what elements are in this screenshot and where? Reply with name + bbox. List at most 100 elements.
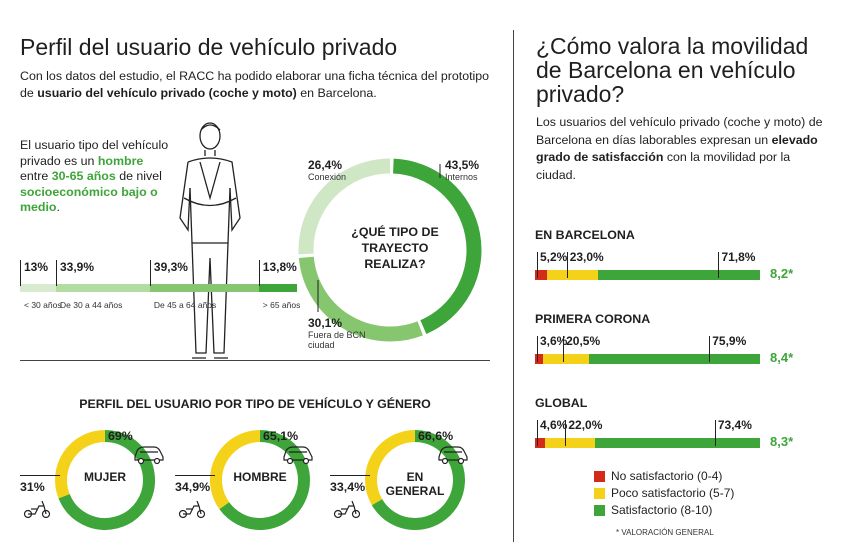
age-label: > 65 años [262, 300, 301, 310]
moto-pct: 31% [20, 480, 45, 494]
gender-donuts: MUJER 69% 31% HOMBRE 65,1% 34,9% EN GENERAL 66,… [20, 425, 500, 535]
car-slice [371, 430, 465, 530]
bar-score: 8,4* [770, 350, 794, 365]
legend-item: No satisfactorio (0-4) [594, 469, 734, 483]
bar-yellow [543, 354, 590, 364]
footnote: * VALORACIÓN GENERAL [616, 528, 714, 537]
bar-pct: 23,0% [569, 250, 604, 264]
leader-line [175, 475, 215, 476]
leader-line [330, 475, 370, 476]
bar-title: GLOBAL [535, 396, 588, 410]
legend: No satisfactorio (0-4) Poco satisfactori… [594, 469, 734, 517]
moto-slice [365, 430, 416, 506]
age-label: De 30 a 44 años [60, 300, 123, 310]
left-intro: Con los datos del estudio, el RACC ha po… [20, 69, 490, 100]
age-bar: 13% < 30 años 33,9% De 30 a 44 años 39,3% De … [20, 260, 300, 330]
bar-green [589, 354, 760, 364]
age-segment [258, 284, 297, 292]
right-title: ¿Cómo valora la movilidad de Barcelona e… [536, 33, 809, 107]
profile-text: El usuario tipo del vehículo privado es … [20, 138, 169, 214]
car-icon [281, 443, 315, 470]
age-label: < 30 años [24, 300, 62, 310]
bar-yellow [546, 270, 599, 280]
car-icon [132, 443, 166, 470]
moto-slice [210, 430, 261, 510]
gender-item: HOMBRE 65,1% 34,9% [175, 425, 330, 535]
bar-pct: 20,5% [566, 334, 601, 348]
bar-red [535, 438, 546, 448]
gender-label: MUJER [83, 470, 126, 484]
gender-item: MUJER 69% 31% [20, 425, 175, 535]
leader-line [20, 475, 60, 476]
bar-pct: 73,4% [717, 418, 752, 432]
gender-item: EN GENERAL 66,6% 33,4% [330, 425, 485, 535]
donut-label-fuera: 30,1% Fuera de BCN ciudad [308, 316, 366, 350]
red-swatch [594, 470, 605, 482]
bar-green [594, 438, 760, 448]
bar-red [535, 354, 544, 364]
age-label: De 45 a 64 años [153, 300, 217, 310]
bar-tick [537, 252, 538, 278]
gender-label: HOMBRE [233, 470, 287, 484]
donut-slice [298, 256, 423, 342]
age-pct: 33,9% [60, 260, 95, 274]
bar-tick [566, 252, 568, 278]
moto-pct: 34,9% [175, 480, 211, 494]
bar-tick [537, 420, 538, 446]
bar-yellow [545, 438, 595, 448]
person-illustration [179, 122, 241, 359]
bar-red [535, 270, 547, 280]
bar-pct: 4,6% [540, 418, 568, 432]
bar-tick [718, 252, 720, 278]
donut-slice [298, 158, 391, 255]
car-slice [219, 430, 310, 530]
car-slice [58, 430, 155, 530]
bar-title: PRIMERA CORONA [535, 312, 651, 326]
donut-label-internos: 43,5% Internos [445, 158, 480, 182]
age-segment [20, 284, 56, 292]
legend-item: Satisfactorio (8-10) [594, 503, 734, 517]
donut-slice [392, 158, 482, 334]
left-title: Perfil del usuario de vehículo privado [20, 34, 398, 60]
age-pct: 39,3% [153, 260, 188, 274]
donut-label-conexion: 26,4% Conexión [308, 158, 347, 182]
bar-pct: 3,6% [540, 334, 568, 348]
section-divider [20, 360, 490, 361]
yellow-swatch [594, 487, 605, 499]
bar-tick [563, 336, 565, 362]
right-intro: Los usuarios del vehículo privado (coche… [536, 115, 823, 182]
bar-pct: 22,0% [568, 418, 603, 432]
age-segment [56, 284, 150, 292]
scooter-icon [22, 497, 52, 524]
car-icon [436, 443, 470, 470]
car-pct: 65,1% [263, 429, 299, 443]
age-tick [20, 260, 21, 286]
bar-score: 8,2* [770, 266, 794, 281]
bar-title: EN BARCELONA [535, 228, 635, 242]
bar-pct: 71,8% [721, 250, 756, 264]
gender-donut [210, 430, 310, 530]
bar-pct: 75,9% [712, 334, 747, 348]
satisfaction-bars: EN BARCELONA 5,2% 23,0% 71,8% 8,2* PRIMERA CO… [535, 228, 830, 458]
moto-pct: 33,4% [330, 480, 366, 494]
moto-slice [55, 430, 106, 499]
gender-title: PERFIL DEL USUARIO POR TIPO DE VEHÍCULO … [79, 397, 431, 411]
scooter-icon [177, 497, 207, 524]
age-pct: 13% [24, 260, 49, 274]
age-tick [258, 260, 260, 286]
bar-tick [709, 336, 711, 362]
donut-center-label: ¿QUÉ TIPO DE TRAYECTO REALIZA? [351, 225, 439, 271]
age-tick [56, 260, 57, 286]
gender-donut [55, 430, 155, 530]
age-pct: 13,8% [262, 260, 297, 274]
trip-type-donut [298, 158, 482, 342]
bar-green [598, 270, 760, 280]
legend-item: Poco satisfactorio (5-7) [594, 486, 734, 500]
bar-tick [714, 420, 716, 446]
scooter-icon [332, 497, 362, 524]
bar-tick [537, 336, 538, 362]
bar-tick [565, 420, 567, 446]
age-tick [149, 260, 151, 286]
gender-label: EN GENERAL [385, 470, 445, 498]
car-pct: 69% [108, 429, 133, 443]
